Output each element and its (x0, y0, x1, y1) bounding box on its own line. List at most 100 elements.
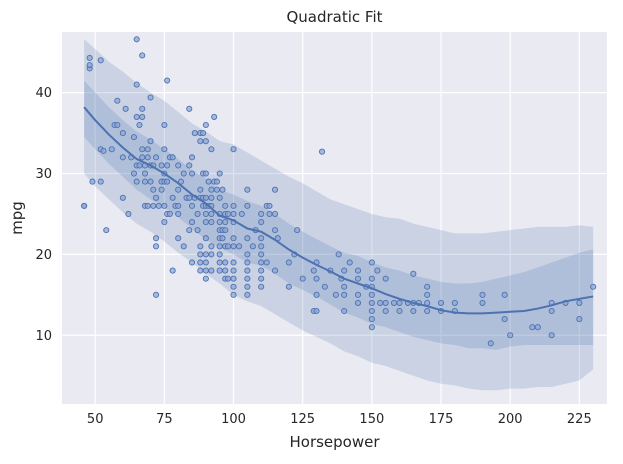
scatter-point (222, 259, 229, 266)
scatter-point (258, 267, 265, 274)
scatter-point (216, 267, 223, 274)
scatter-point (144, 146, 151, 153)
plot-area (62, 32, 607, 404)
scatter-point (313, 275, 320, 282)
scatter-point (155, 202, 162, 209)
scatter-point (271, 210, 279, 218)
scatter-point (202, 259, 209, 266)
scatter-point (197, 267, 204, 274)
scatter-point (188, 154, 196, 161)
scatter-point (230, 146, 237, 153)
scatter-point (141, 178, 149, 185)
scatter-point (534, 324, 541, 331)
scatter-point (202, 121, 209, 129)
scatter-point (100, 147, 107, 154)
scatter-point (161, 202, 168, 209)
scatter-point (271, 267, 279, 274)
scatter-point (576, 316, 583, 323)
scatter-point (224, 243, 232, 250)
scatter-point (133, 36, 140, 43)
scatter-point (191, 130, 198, 137)
scatter-point (271, 227, 279, 234)
scatter-point (219, 235, 226, 242)
scatter-point (396, 299, 403, 306)
scatter-point (258, 218, 265, 226)
scatter-point (548, 332, 555, 339)
scatter-point (258, 210, 265, 218)
scatter-point (164, 77, 171, 84)
scatter-point (153, 194, 160, 201)
scatter-point (125, 210, 132, 218)
scatter-point (294, 227, 301, 234)
scatter-point (194, 210, 201, 218)
scatter-point (258, 251, 265, 258)
scatter-point (208, 267, 215, 274)
scatter-point (136, 121, 143, 129)
scatter-point (175, 210, 182, 218)
scatter-point (141, 170, 149, 177)
outer-band (84, 39, 594, 391)
y-tick-labels: 10 20 30 40 (35, 86, 52, 344)
scatter-point (236, 243, 243, 250)
scatter-point (139, 146, 146, 153)
scatter-point (216, 218, 223, 226)
scatter-point (382, 275, 389, 282)
scatter-point (222, 202, 229, 209)
scatter-point (205, 178, 212, 185)
scatter-point (208, 210, 215, 218)
scatter-point (390, 299, 398, 306)
scatter-point (230, 267, 237, 274)
scatter-point (202, 235, 209, 242)
scatter-point (576, 299, 583, 306)
scatter-point (169, 267, 176, 274)
grid-lines (62, 32, 607, 404)
scatter-point (114, 97, 121, 104)
scatter-point (529, 324, 536, 331)
scatter-point (354, 275, 362, 282)
x-axis-label: Horsepower (289, 433, 380, 451)
scatter-point (158, 162, 165, 169)
scatter-point (150, 186, 157, 193)
scatter-point (103, 227, 110, 234)
y-tick-label: 40 (35, 86, 52, 101)
scatter-point (230, 243, 237, 250)
scatter-point (230, 210, 237, 218)
scatter-point (244, 259, 251, 266)
scatter-point (285, 283, 292, 290)
scatter-point (169, 154, 176, 161)
scatter-point (139, 154, 146, 161)
scatter-point (244, 267, 251, 274)
scatter-point (377, 299, 384, 306)
scatter-point (479, 291, 486, 298)
scatter-point (130, 134, 137, 141)
scatter-point (139, 105, 146, 112)
scatter-point (266, 210, 273, 218)
scatter-point (153, 235, 160, 242)
scatter-point (424, 283, 431, 290)
scatter-point (479, 299, 486, 306)
scatter-point (230, 275, 237, 282)
scatter-point (114, 121, 121, 129)
scatter-point (244, 275, 251, 282)
scatter-point (188, 202, 196, 209)
scatter-point (144, 154, 151, 161)
scatter-point (249, 243, 256, 250)
scatter-point (258, 243, 265, 250)
scatter-point (208, 251, 215, 258)
scatter-point (197, 186, 204, 193)
scatter-point (244, 202, 251, 209)
scatter-point (208, 146, 215, 153)
scatter-point (258, 275, 265, 282)
scatter-point (341, 307, 348, 315)
scatter-point (213, 186, 220, 193)
scatter-point (451, 299, 458, 306)
scatter-point (590, 283, 597, 290)
scatter-point (216, 251, 223, 258)
scatter-point (230, 283, 237, 290)
scatter-point (487, 340, 494, 347)
scatter-point (144, 202, 151, 209)
x-tick-label: 225 (567, 412, 592, 427)
scatter-point (244, 235, 251, 242)
x-tick-label: 75 (156, 412, 173, 427)
